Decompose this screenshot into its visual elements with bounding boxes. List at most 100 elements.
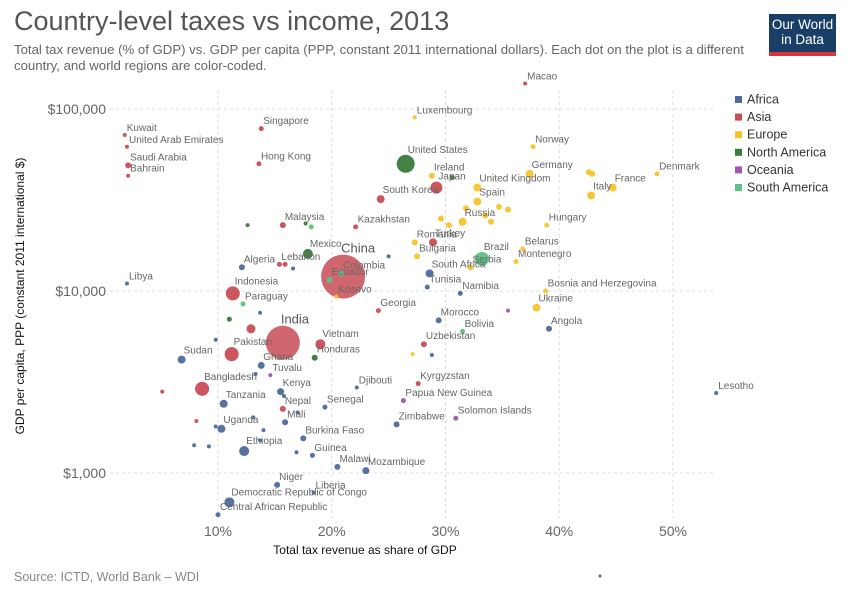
data-point[interactable] — [449, 175, 455, 181]
data-point[interactable] — [276, 261, 282, 267]
data-point[interactable] — [396, 154, 415, 173]
data-point[interactable] — [258, 126, 264, 132]
data-point[interactable] — [462, 205, 469, 212]
data-point[interactable] — [225, 286, 240, 301]
data-point[interactable] — [309, 452, 315, 458]
data-point[interactable] — [488, 218, 494, 225]
data-point[interactable] — [445, 222, 452, 229]
data-point[interactable] — [281, 393, 286, 398]
data-point[interactable] — [546, 325, 553, 332]
data-point[interactable] — [213, 337, 218, 342]
data-point[interactable] — [240, 301, 246, 307]
data-point[interactable] — [414, 253, 421, 260]
data-point[interactable] — [282, 419, 289, 426]
data-point[interactable] — [238, 264, 245, 271]
data-point[interactable] — [125, 162, 132, 169]
data-point[interactable] — [251, 415, 256, 420]
data-point[interactable] — [532, 303, 541, 312]
data-point[interactable] — [217, 424, 226, 433]
data-point[interactable] — [315, 339, 326, 350]
data-point[interactable] — [393, 421, 400, 428]
data-point[interactable] — [714, 391, 719, 396]
data-point[interactable] — [334, 294, 339, 299]
data-point[interactable] — [608, 183, 617, 192]
data-point[interactable] — [308, 224, 314, 230]
data-point[interactable] — [311, 354, 318, 361]
data-point[interactable] — [245, 223, 250, 228]
data-point[interactable] — [192, 443, 197, 448]
data-point[interactable] — [376, 195, 385, 204]
data-point[interactable] — [215, 512, 221, 518]
data-point[interactable] — [326, 276, 333, 283]
owid-logo[interactable]: Our World in Data — [769, 14, 836, 56]
data-point[interactable] — [253, 371, 258, 376]
data-point[interactable] — [412, 115, 417, 120]
data-point[interactable] — [321, 254, 366, 299]
data-point[interactable] — [430, 181, 443, 194]
data-point[interactable] — [543, 288, 549, 294]
data-point[interactable] — [295, 410, 300, 415]
data-point[interactable] — [122, 132, 127, 137]
data-point[interactable] — [362, 467, 370, 475]
data-point[interactable] — [206, 444, 211, 449]
data-point[interactable] — [435, 317, 442, 324]
data-point[interactable] — [224, 497, 235, 508]
data-point[interactable] — [258, 310, 263, 315]
data-point[interactable] — [410, 352, 415, 357]
legend-label[interactable]: North America — [747, 145, 826, 159]
data-point[interactable] — [495, 203, 502, 210]
data-point[interactable] — [279, 405, 286, 412]
data-point[interactable] — [354, 385, 359, 390]
data-point[interactable] — [334, 463, 341, 470]
data-point[interactable] — [322, 404, 328, 410]
data-point[interactable] — [425, 269, 434, 278]
data-point[interactable] — [279, 222, 286, 229]
data-point[interactable] — [482, 212, 489, 219]
data-point[interactable] — [195, 381, 210, 396]
data-point[interactable] — [177, 355, 186, 364]
data-point[interactable] — [257, 361, 265, 369]
legend-label[interactable]: Asia — [747, 110, 771, 124]
data-point[interactable] — [256, 161, 262, 167]
data-point[interactable] — [429, 352, 434, 357]
data-point[interactable] — [386, 254, 391, 259]
data-point[interactable] — [239, 446, 250, 457]
legend-label[interactable]: Oceania — [747, 163, 794, 177]
data-point[interactable] — [523, 81, 528, 86]
data-point[interactable] — [420, 341, 427, 348]
data-point[interactable] — [460, 328, 466, 334]
legend-label[interactable]: Europe — [747, 128, 787, 142]
data-point[interactable] — [513, 259, 519, 265]
data-point[interactable] — [467, 264, 474, 271]
data-point[interactable] — [224, 347, 239, 362]
data-point[interactable] — [268, 373, 273, 378]
data-point[interactable] — [125, 281, 129, 286]
data-point[interactable] — [587, 191, 596, 200]
data-point[interactable] — [126, 173, 131, 178]
data-point[interactable] — [505, 206, 512, 213]
data-point[interactable] — [453, 415, 459, 421]
data-point[interactable] — [294, 450, 299, 455]
data-point[interactable] — [311, 490, 316, 495]
data-point[interactable] — [291, 266, 296, 271]
data-point[interactable] — [415, 381, 421, 387]
data-point[interactable] — [411, 239, 418, 246]
legend-label[interactable]: Africa — [747, 93, 779, 107]
data-point[interactable] — [473, 197, 482, 206]
data-point[interactable] — [654, 171, 660, 177]
data-point[interactable] — [194, 419, 199, 424]
data-point[interactable] — [277, 388, 285, 396]
data-point[interactable] — [261, 428, 266, 433]
data-point[interactable] — [274, 481, 281, 488]
data-point[interactable] — [265, 325, 300, 360]
data-point[interactable] — [428, 238, 437, 247]
data-point[interactable] — [302, 248, 313, 259]
data-point[interactable] — [219, 399, 228, 408]
legend-label[interactable]: South America — [747, 181, 828, 195]
data-point[interactable] — [474, 251, 489, 266]
data-point[interactable] — [303, 221, 308, 226]
data-point[interactable] — [226, 316, 232, 322]
data-point[interactable] — [424, 284, 430, 290]
data-point[interactable] — [530, 144, 536, 150]
data-point[interactable] — [544, 222, 550, 228]
